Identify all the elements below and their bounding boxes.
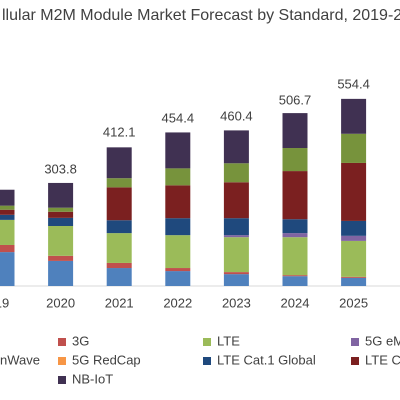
- legend-marker: [203, 357, 211, 365]
- bar-segment: [341, 98, 367, 134]
- total-label: 506.7: [279, 93, 312, 108]
- bar-segment: [341, 235, 367, 241]
- bar-segment: [282, 148, 308, 172]
- bar-segment: [0, 252, 15, 286]
- chart-title: llular M2M Module Market Forecast by Sta…: [2, 7, 400, 24]
- total-label: 454.4: [162, 110, 195, 125]
- bar-segment: [282, 233, 308, 238]
- bar-segment: [282, 276, 308, 286]
- bar-segment: [165, 268, 191, 272]
- bar-segment: [48, 225, 74, 256]
- legend-label: 3G: [72, 333, 89, 348]
- total-label: 303.8: [44, 161, 77, 176]
- legend-label: 5G eM: [365, 333, 400, 348]
- bar-segment: [341, 240, 367, 277]
- bar-segment: [165, 218, 191, 236]
- legend-label: 5G RedCap: [72, 352, 141, 367]
- bar-segment: [223, 237, 249, 273]
- x-tick-label: 2020: [46, 295, 75, 310]
- x-tick-label: 19: [0, 295, 9, 310]
- total-label: 554.4: [337, 76, 370, 91]
- legend-marker: [58, 376, 66, 384]
- bar-segment: [48, 260, 74, 286]
- bar-segment: [223, 182, 249, 219]
- bar-segment: [341, 220, 367, 236]
- bar-segment: [165, 235, 191, 269]
- bar-segment: [223, 130, 249, 164]
- bar-segment: [48, 207, 74, 212]
- bar-segment: [0, 244, 15, 253]
- bar-segment: [0, 189, 15, 206]
- bar-segment: [106, 187, 132, 221]
- total-label: 412.1: [103, 125, 136, 140]
- bar-segment: [106, 147, 132, 179]
- bar-segment: [106, 262, 132, 269]
- bar-segment: [165, 132, 191, 169]
- bar-segment: [282, 113, 308, 149]
- x-tick-label: 2023: [222, 295, 251, 310]
- legend-label: LTE Cat.1 Global: [217, 352, 316, 367]
- bar-segment: [48, 217, 74, 226]
- legend-marker: [351, 338, 359, 346]
- bar-segment: [0, 209, 15, 215]
- bar-segment: [165, 185, 191, 219]
- legend-marker: [203, 338, 211, 346]
- bar-segment: [223, 272, 249, 275]
- bar-segment: [48, 182, 74, 208]
- bar-segment: [341, 277, 367, 286]
- legend-label: LTE: [217, 333, 240, 348]
- bar-segment: [223, 163, 249, 183]
- bar-segment: [106, 233, 132, 263]
- bar-segment: [282, 219, 308, 234]
- total-label: 460.4: [220, 108, 253, 123]
- bar-segment: [48, 211, 74, 218]
- legend-label: NB-IoT: [72, 371, 113, 386]
- bar-segment: [165, 168, 191, 186]
- legend-label: nWave: [0, 352, 40, 367]
- x-tick-label: 2021: [105, 295, 134, 310]
- x-tick-label: 2022: [163, 295, 192, 310]
- legend-label: LTE Ca: [365, 352, 400, 367]
- bar-segment: [341, 133, 367, 163]
- bar-segment: [341, 162, 367, 221]
- legend-marker: [58, 338, 66, 346]
- bar-segment: [106, 178, 132, 188]
- bar-segment: [0, 219, 15, 245]
- legend-marker: [58, 357, 66, 365]
- bar-segment: [282, 237, 308, 276]
- legend-marker: [351, 357, 359, 365]
- bar-segment: [282, 275, 308, 277]
- bar-segment: [165, 271, 191, 286]
- bar-segment: [0, 205, 15, 210]
- bar-segment: [223, 218, 249, 236]
- bar-segment: [106, 268, 132, 286]
- bar-segment: [106, 220, 132, 234]
- x-tick-label: 2024: [281, 295, 310, 310]
- bar-segment: [341, 276, 367, 278]
- bar-segment: [223, 235, 249, 238]
- bar-segment: [223, 274, 249, 286]
- bar-segment: [282, 171, 308, 220]
- bar-segment: [0, 214, 15, 220]
- bar-segment: [48, 255, 74, 261]
- x-tick-label: 2025: [339, 295, 368, 310]
